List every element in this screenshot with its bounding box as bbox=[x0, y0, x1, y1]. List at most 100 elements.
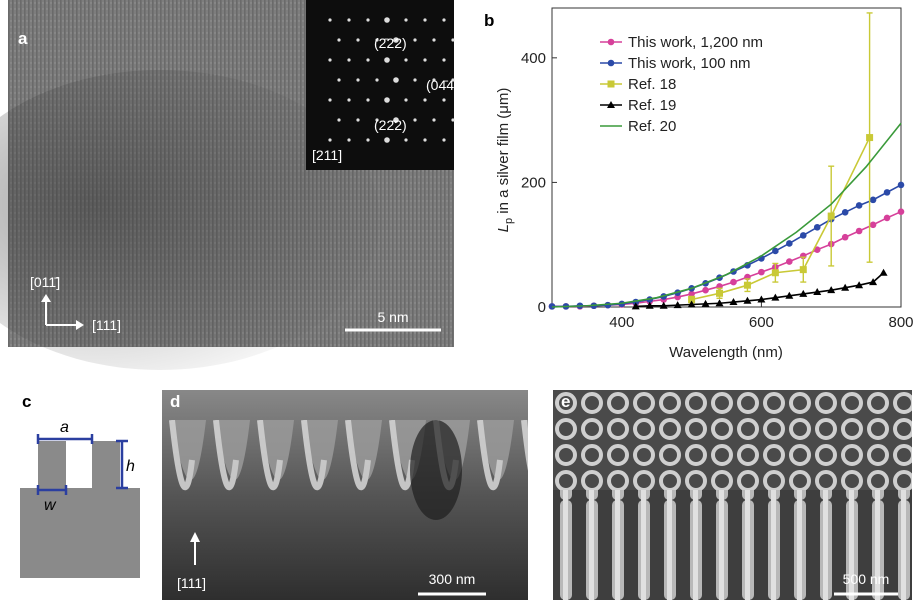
spot bbox=[375, 78, 379, 82]
y-title-symbol: L bbox=[495, 224, 512, 232]
marker bbox=[799, 289, 808, 297]
spot bbox=[384, 17, 390, 23]
direction-label: [111] bbox=[92, 317, 121, 333]
spot bbox=[337, 78, 341, 82]
arrow-head bbox=[41, 294, 51, 302]
spot bbox=[404, 138, 408, 142]
spot bbox=[375, 118, 379, 122]
series-line bbox=[552, 184, 902, 308]
panel-letter: a bbox=[18, 29, 28, 48]
spot bbox=[347, 138, 351, 142]
marker bbox=[799, 232, 807, 239]
marker bbox=[869, 278, 878, 286]
panel-c: c a h w bbox=[20, 392, 140, 578]
arrow-head bbox=[76, 320, 84, 330]
dimension-label: w bbox=[44, 497, 57, 514]
arrow-head bbox=[190, 532, 200, 542]
spot bbox=[393, 117, 399, 123]
ridges bbox=[162, 390, 528, 500]
x-tick-label: 600 bbox=[749, 314, 774, 331]
marker bbox=[688, 290, 695, 298]
marker bbox=[730, 278, 737, 286]
scale-label: 5 nm bbox=[377, 309, 408, 325]
spot bbox=[451, 38, 455, 42]
series-line bbox=[552, 210, 902, 308]
spot bbox=[413, 118, 417, 122]
scale-label: 300 nm bbox=[429, 571, 476, 587]
marker bbox=[897, 208, 905, 215]
y-tick-label: 400 bbox=[521, 50, 546, 67]
spot bbox=[423, 138, 427, 142]
marker bbox=[897, 181, 905, 189]
spot bbox=[328, 138, 332, 142]
panel-letter: d bbox=[170, 392, 180, 411]
panel-a: a [211] (2̄22) (04̄4) (22̄2) [011̄] [111… bbox=[0, 0, 459, 370]
spot bbox=[432, 78, 436, 82]
marker bbox=[785, 291, 794, 299]
spot bbox=[393, 37, 399, 43]
marker bbox=[758, 268, 765, 276]
marker bbox=[659, 301, 668, 309]
spot bbox=[432, 38, 436, 42]
spot-label: (22̄2) bbox=[374, 117, 407, 133]
y-tick-label: 0 bbox=[538, 299, 546, 316]
marker bbox=[607, 101, 615, 108]
contrast-shade bbox=[0, 70, 380, 370]
spot bbox=[366, 98, 370, 102]
marker bbox=[757, 295, 766, 303]
y-title-subscript: p bbox=[503, 218, 515, 224]
marker bbox=[771, 293, 780, 301]
marker bbox=[799, 266, 807, 274]
spot bbox=[404, 98, 408, 102]
marker bbox=[855, 202, 863, 209]
spot bbox=[328, 98, 332, 102]
marker bbox=[687, 300, 696, 308]
legend-label: This work, 100 nm bbox=[628, 55, 751, 72]
marker bbox=[855, 227, 863, 235]
sem-top-view bbox=[553, 390, 912, 490]
marker bbox=[883, 189, 891, 196]
panel-letter: c bbox=[22, 392, 31, 411]
spot-label: (04̄4) bbox=[426, 77, 459, 93]
marker bbox=[813, 246, 821, 253]
spot bbox=[328, 58, 332, 62]
marker bbox=[607, 38, 615, 46]
series bbox=[551, 122, 902, 308]
spot bbox=[356, 118, 360, 122]
y-tick-label: 200 bbox=[521, 174, 546, 191]
spot bbox=[413, 78, 417, 82]
panel-letter: b bbox=[484, 11, 494, 30]
spot bbox=[328, 18, 332, 22]
marker bbox=[813, 223, 821, 231]
marker bbox=[607, 59, 615, 67]
marker bbox=[841, 283, 850, 291]
marker bbox=[869, 196, 877, 204]
panel-b: b Wavelength (nm) Lp in a silver film (μ… bbox=[484, 7, 914, 361]
structure-diagram bbox=[20, 441, 140, 578]
panel-letter: e bbox=[561, 392, 570, 411]
spot bbox=[442, 138, 446, 142]
spot bbox=[366, 18, 370, 22]
diffraction-inset bbox=[306, 0, 454, 170]
marker bbox=[772, 247, 779, 255]
spot bbox=[432, 118, 436, 122]
legend-label: Ref. 18 bbox=[628, 76, 676, 93]
series-line bbox=[551, 122, 902, 308]
marker bbox=[827, 212, 835, 220]
marker bbox=[702, 286, 709, 294]
sem-side-view bbox=[553, 490, 912, 600]
legend: This work, 1,200 nm This work, 100 nm Ref.… bbox=[600, 34, 763, 135]
diffraction-spots bbox=[328, 17, 455, 143]
marker bbox=[883, 214, 891, 222]
spot bbox=[356, 78, 360, 82]
marker bbox=[866, 134, 874, 142]
scale-label: 500 nm bbox=[843, 571, 890, 587]
dimension-label: h bbox=[126, 458, 135, 475]
panel-e: e 500 nm bbox=[553, 390, 912, 600]
spot bbox=[404, 18, 408, 22]
series bbox=[688, 12, 874, 304]
x-axis-title: Wavelength (nm) bbox=[669, 344, 783, 361]
series bbox=[631, 268, 888, 310]
spot bbox=[337, 38, 341, 42]
marker bbox=[743, 281, 751, 289]
